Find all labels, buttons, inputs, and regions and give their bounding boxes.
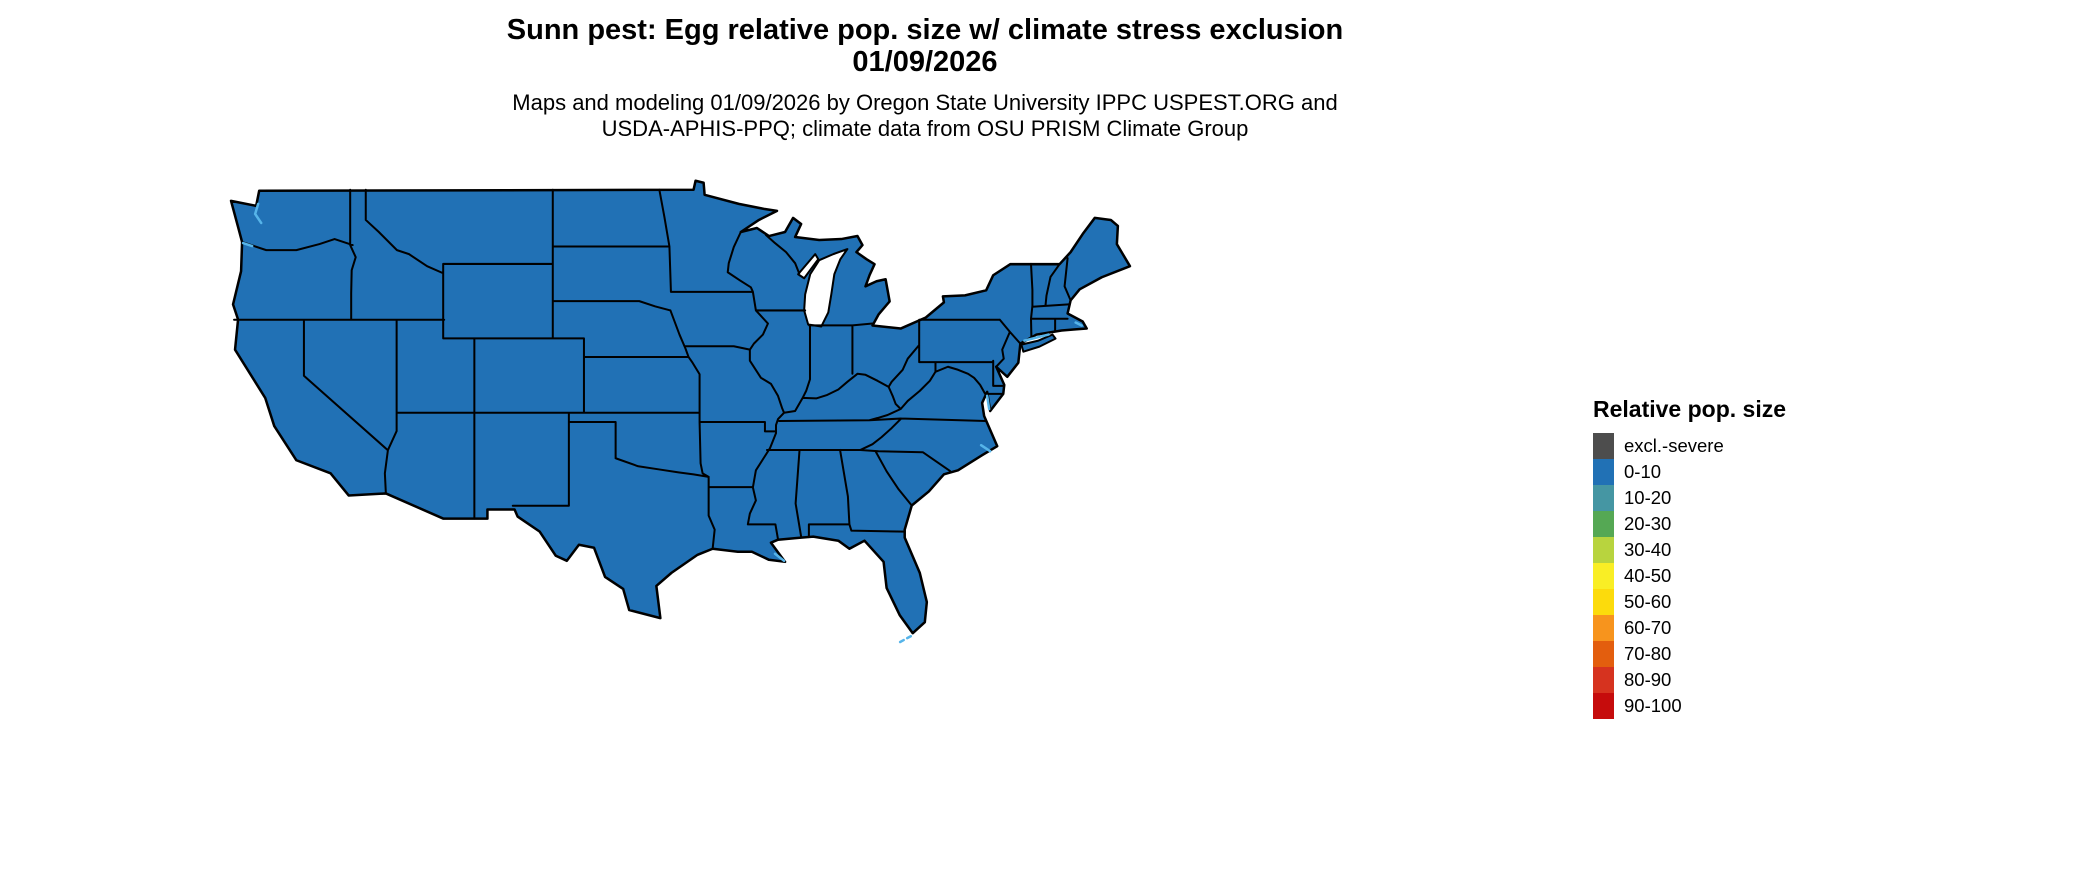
legend-label: 50-60: [1624, 591, 1672, 612]
legend-item: 70-80: [1593, 641, 1833, 667]
legend-label: 10-20: [1624, 487, 1672, 508]
legend-label: 40-50: [1624, 565, 1672, 586]
legend-swatch: [1593, 459, 1614, 485]
legend-item: 90-100: [1593, 693, 1833, 719]
water-accent-columbia-mouth: [241, 241, 254, 248]
legend-swatch: [1593, 485, 1614, 511]
water-accent-florida-keys: [898, 634, 912, 644]
legend-label: 0-10: [1624, 461, 1662, 482]
legend-item: 60-70: [1593, 615, 1833, 641]
state-borders: [233, 188, 1072, 550]
legend: Relative pop. size excl.-severe 0-10 10-…: [1593, 396, 1833, 719]
legend-swatch: [1593, 641, 1614, 667]
legend-swatch: [1593, 433, 1614, 459]
legend-swatch: [1593, 537, 1614, 563]
legend-label: 90-100: [1624, 695, 1682, 716]
water-accent-cape-cod-bay: [1074, 321, 1083, 327]
lake-michigan: [803, 248, 849, 328]
legend-item: 50-60: [1593, 589, 1833, 615]
figure-subtitle-line1: Maps and modeling 01/09/2026 by Oregon S…: [512, 90, 1338, 115]
legend-items: excl.-severe 0-10 10-20 20-30 30-40 40-5…: [1593, 433, 1833, 719]
water-accent-mississippi-delta: [773, 552, 786, 563]
green-bay: [797, 253, 820, 280]
figure-header: Sunn pest: Egg relative pop. size w/ cli…: [0, 14, 1850, 142]
legend-label: excl.-severe: [1624, 435, 1724, 456]
legend-swatch: [1593, 615, 1614, 641]
water-accent-long-island-sound: [1023, 333, 1050, 342]
legend-label: 80-90: [1624, 669, 1672, 690]
legend-title: Relative pop. size: [1593, 396, 1787, 422]
water-accent-chesapeake-bay: [985, 394, 991, 411]
figure-title-line2: 01/09/2026: [852, 46, 998, 78]
legend-swatch: [1593, 693, 1614, 719]
figure-subtitle-line2: USDA-APHIS-PPQ; climate data from OSU PR…: [601, 116, 1249, 141]
legend-item: excl.-severe: [1593, 433, 1833, 459]
us-map-svg: [229, 179, 1132, 644]
water-accent-puget-sound: [253, 202, 263, 225]
legend-label: 20-30: [1624, 513, 1672, 534]
legend-item: 30-40: [1593, 537, 1833, 563]
legend-label: 70-80: [1624, 643, 1672, 664]
legend-label: 60-70: [1624, 617, 1672, 638]
long-island: [1020, 333, 1057, 353]
us-map-land: [229, 179, 1132, 635]
water-accent-pamlico-sound: [979, 443, 992, 453]
legend-swatch: [1593, 589, 1614, 615]
us-map: [226, 158, 1141, 668]
legend-item: 0-10: [1593, 459, 1833, 485]
legend-swatch: [1593, 511, 1614, 537]
legend-swatch: [1593, 667, 1614, 693]
legend-label: 30-40: [1624, 539, 1672, 560]
figure-title-line1: Sunn pest: Egg relative pop. size w/ cli…: [506, 14, 1344, 46]
legend-swatch: [1593, 563, 1614, 589]
legend-item: 20-30: [1593, 511, 1833, 537]
legend-item: 80-90: [1593, 667, 1833, 693]
legend-item: 40-50: [1593, 563, 1833, 589]
legend-item: 10-20: [1593, 485, 1833, 511]
figure-subtitle: Maps and modeling 01/09/2026 by Oregon S…: [0, 90, 1850, 142]
